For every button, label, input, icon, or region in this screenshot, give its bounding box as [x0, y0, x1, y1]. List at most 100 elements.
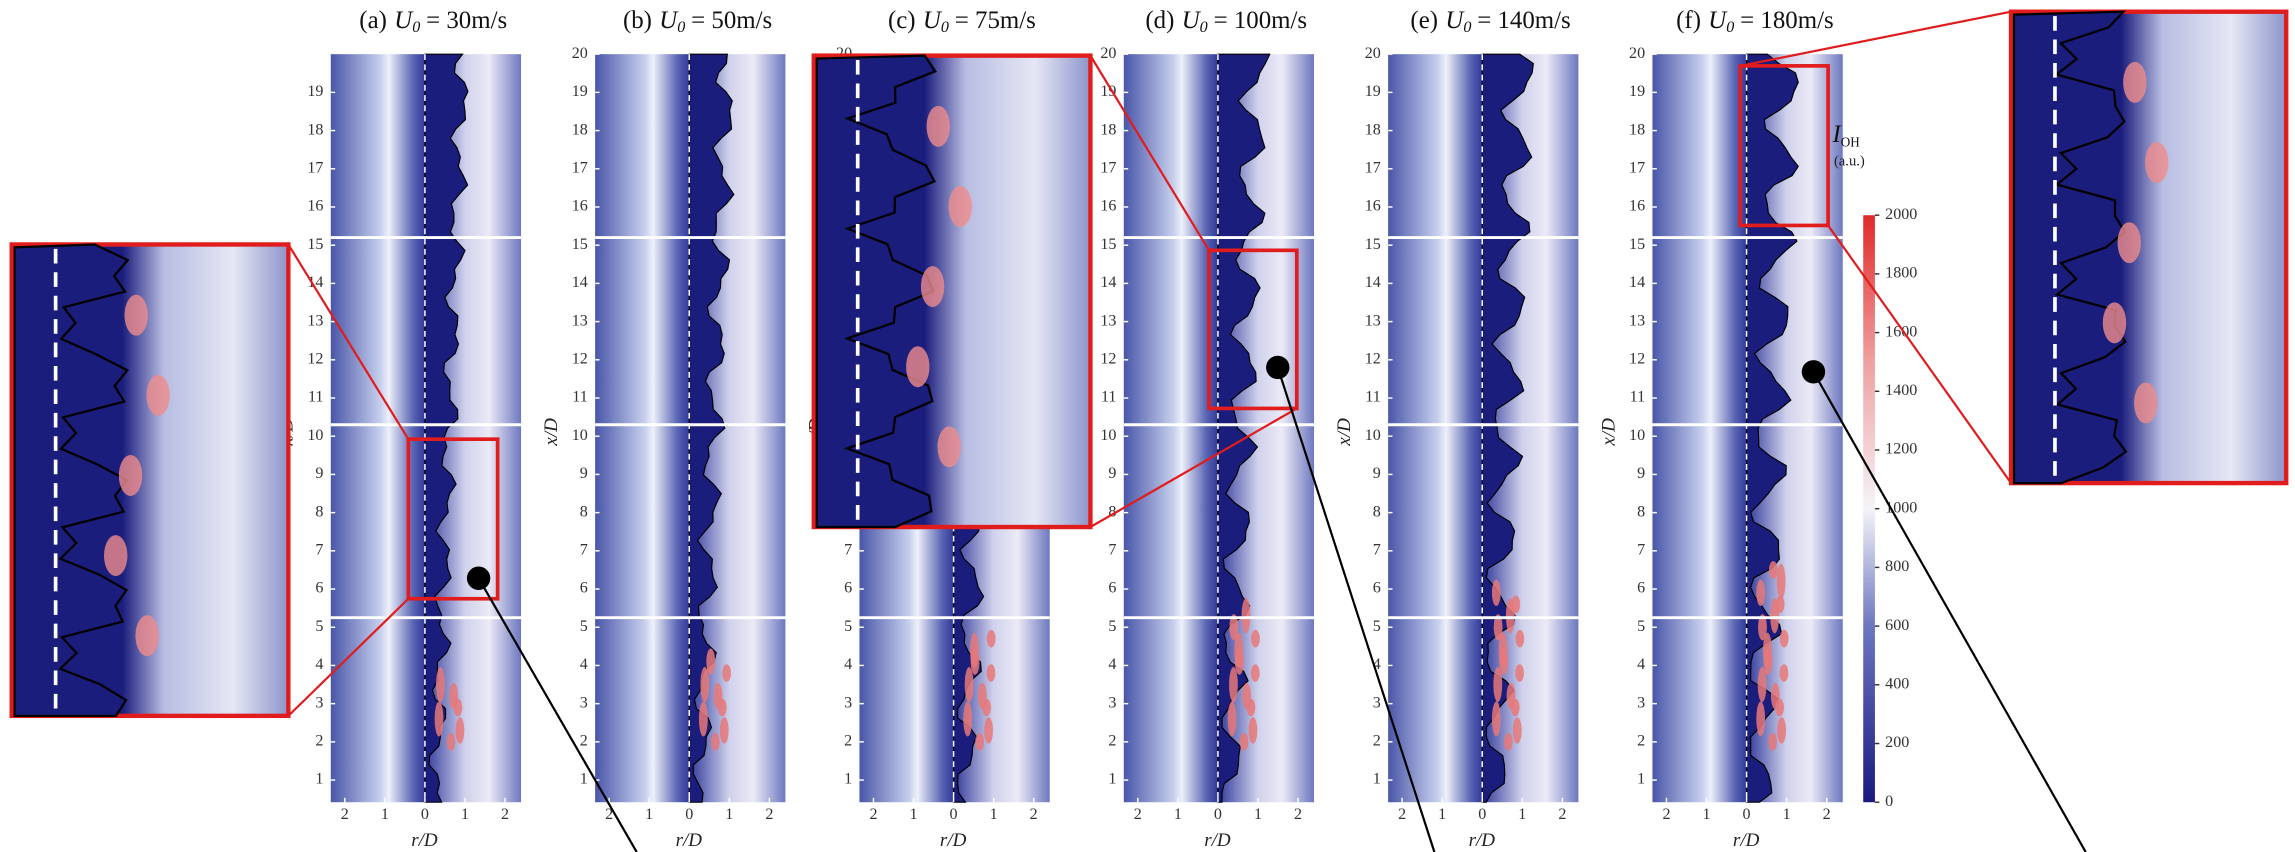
velocity-symbol: U — [1182, 7, 1202, 34]
y-tick-label: 17 — [1365, 159, 1381, 176]
y-tick-label: 14 — [1365, 274, 1381, 291]
y-tick-label: 19 — [1100, 83, 1116, 100]
inset-hot-spot — [2134, 382, 2158, 424]
heat-release-spot — [1779, 664, 1789, 682]
y-tick-label: 12 — [1100, 350, 1116, 367]
heat-release-spot — [1503, 733, 1513, 751]
y-tick-label: 15 — [307, 236, 323, 253]
zoom-connector — [1827, 224, 2012, 484]
y-tick-label: 3 — [1108, 694, 1116, 711]
heat-release-spot — [1515, 664, 1525, 682]
panel-label: (e) — [1410, 7, 1438, 34]
heat-release-spot — [455, 717, 465, 744]
y-tick-label: 2 — [1108, 733, 1116, 750]
heat-release-spot — [1241, 598, 1251, 634]
heat-release-spot — [706, 648, 716, 675]
y-tick-label: 16 — [1629, 198, 1645, 215]
y-tick-label: 13 — [1365, 312, 1381, 329]
colorbar-tick-label: 400 — [1885, 676, 1909, 693]
zoom-region — [406, 437, 500, 601]
y-tick-label: 1 — [1373, 771, 1381, 788]
y-tick-label: 8 — [1108, 503, 1116, 520]
heat-release-spot — [436, 666, 445, 703]
y-tick-label: 19 — [307, 83, 323, 100]
heat-release-spot — [1248, 717, 1258, 744]
x-axis-label: r/D — [676, 830, 703, 851]
y-tick-label: 7 — [844, 542, 852, 559]
y-tick-label: 15 — [1629, 236, 1645, 253]
panel-label: (d) — [1145, 7, 1174, 34]
y-tick-label: 6 — [315, 580, 323, 597]
velocity-subscript: 0 — [941, 19, 949, 36]
inset-hot-spot — [2123, 61, 2147, 103]
y-tick-label: 11 — [572, 389, 587, 406]
pointer-line — [477, 577, 638, 852]
velocity-subscript: 0 — [1463, 19, 1471, 36]
y-tick-label: 1 — [580, 771, 588, 788]
y-tick-label: 4 — [1637, 656, 1645, 673]
overlays — [9, 9, 2289, 852]
x-tick-label: 2 — [1662, 806, 1670, 823]
pointer-dot — [1266, 355, 1290, 380]
heat-release-spot — [700, 666, 710, 703]
heat-release-spot — [964, 666, 974, 703]
inset-hot-spot — [124, 294, 148, 336]
colorbar-subscript: OH — [1841, 134, 1860, 149]
y-tick-label: 19 — [1629, 83, 1645, 100]
velocity-value: = 75m/s — [955, 7, 1036, 34]
y-tick-label: 17 — [1629, 159, 1645, 176]
heat-release-spot — [1768, 733, 1778, 751]
y-tick-label: 18 — [307, 121, 323, 138]
velocity-subscript: 0 — [1200, 19, 1208, 36]
y-tick-label: 18 — [1100, 121, 1116, 138]
y-tick-label: 5 — [1637, 618, 1645, 635]
velocity-symbol: U — [923, 7, 943, 34]
zoom-connector — [287, 597, 410, 717]
heat-release-spot — [1770, 682, 1780, 710]
y-tick-label: 16 — [1100, 198, 1116, 215]
x-tick-label: 2 — [605, 806, 613, 823]
y-tick-label: 12 — [307, 350, 323, 367]
heat-release-spot — [719, 717, 729, 744]
colorbar-tick-label: 800 — [1885, 558, 1909, 575]
y-tick-label: 3 — [315, 694, 323, 711]
heat-release-spot — [1251, 629, 1260, 648]
y-tick-label: 1 — [315, 771, 323, 788]
panel-label: (c) — [888, 7, 916, 34]
heat-release-spot — [970, 632, 979, 668]
heat-release-spot — [1239, 733, 1249, 751]
heat-release-spot — [434, 701, 444, 737]
y-tick-label: 12 — [572, 350, 588, 367]
y-tick-label: 14 — [1100, 274, 1116, 291]
y-tick-label: 5 — [844, 618, 852, 635]
y-tick-label: 19 — [572, 83, 588, 100]
x-tick-label: 1 — [461, 806, 469, 823]
velocity-value: = 50m/s — [691, 7, 772, 34]
y-axis-label: x/D — [1334, 418, 1355, 447]
heat-release-spot — [1515, 629, 1525, 648]
heat-release-spot — [1756, 579, 1766, 607]
heat-release-spot — [1756, 701, 1766, 737]
zoom-connector — [1089, 55, 1210, 251]
y-tick-label: 2 — [1637, 733, 1645, 750]
y-tick-label: 20 — [1629, 45, 1645, 62]
inset-hot-spot — [2144, 142, 2169, 184]
y-tick-label: 10 — [572, 427, 588, 444]
y-tick-label: 17 — [572, 159, 588, 176]
x-tick-label: 1 — [1783, 806, 1791, 823]
x-tick-label: 0 — [1478, 806, 1486, 823]
y-tick-label: 7 — [315, 542, 323, 559]
x-tick-label: 2 — [341, 806, 349, 823]
velocity-subscript: 0 — [677, 19, 685, 36]
y-tick-label: 6 — [844, 580, 852, 597]
x-tick-label: 2 — [1558, 806, 1566, 823]
panel: (a) U0 = 30m/s1234567891011121314151617181… — [277, 7, 522, 851]
colorbar-tick-label: 200 — [1885, 734, 1909, 751]
colorbar — [1863, 215, 1875, 803]
heat-release-spot — [449, 682, 459, 710]
velocity-value: = 30m/s — [426, 7, 507, 34]
panels: (a) U0 = 30m/s1234567891011121314151617181… — [277, 7, 1918, 851]
y-tick-label: 20 — [1100, 45, 1116, 62]
y-tick-label: 5 — [315, 618, 323, 635]
